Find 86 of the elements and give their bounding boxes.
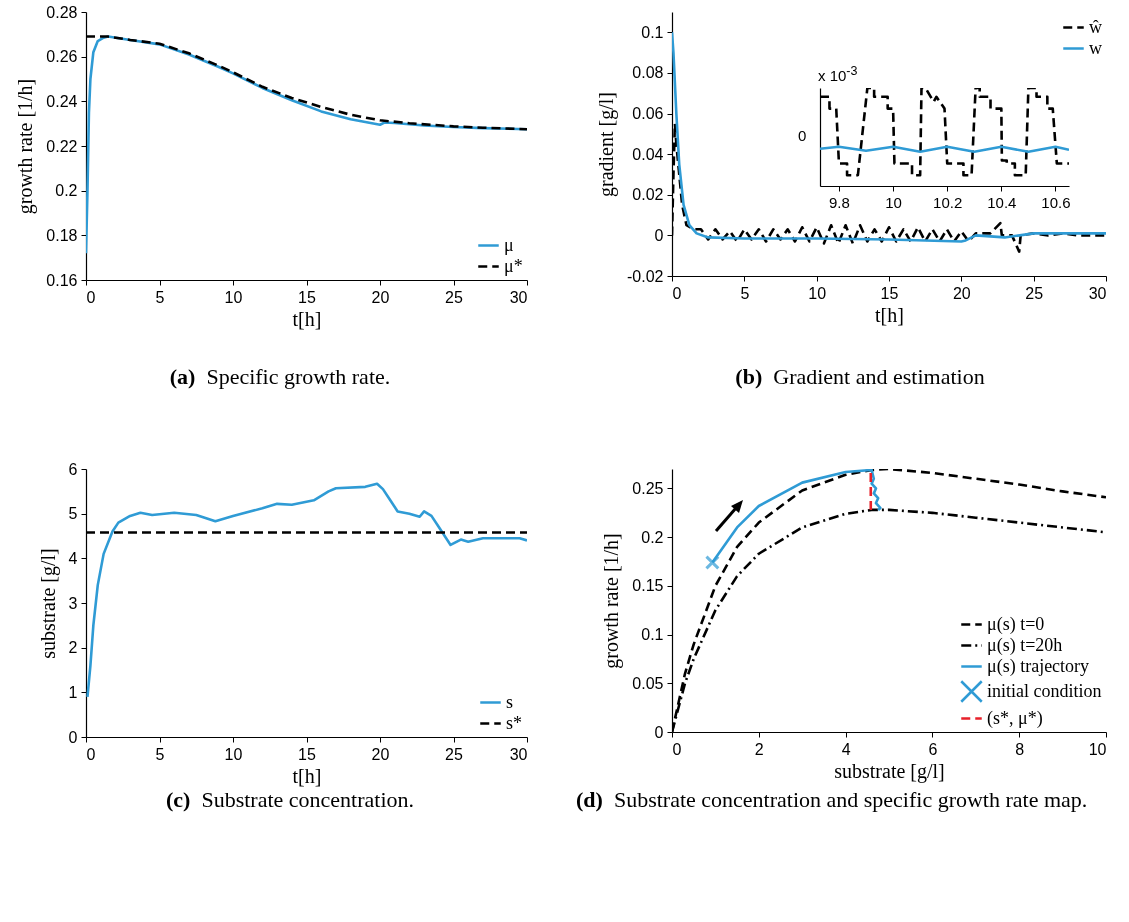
y-tick-label: 0 [654,226,664,244]
x-tick-label: 9.8 [829,193,850,211]
x-tick-label: 15 [880,284,899,302]
legend-label: μ* [504,255,523,276]
x-tick-label: 15 [298,745,316,763]
x-tick-label: 10 [224,745,243,763]
text: (b) Gradient and estimation [734,363,986,391]
x-tick-label: 10.4 [987,193,1017,211]
x-tick-label: 0 [86,288,96,306]
y-axis-title: growth rate [1/h] [14,78,38,215]
x-tick-label: 5 [740,284,750,302]
y-tick-label: 0.25 [632,479,664,497]
x-tick-label: 0 [86,745,96,763]
y-tick-label: 0.2 [641,528,664,546]
annotation: 0 [798,127,807,145]
x-tick-label: 25 [445,288,463,306]
x-tick-label: 20 [952,284,971,302]
x-tick-label: 2 [754,740,764,758]
y-tick-label: 0 [68,728,78,746]
y-tick-label: -0.02 [627,267,664,285]
y-tick-label: 3 [68,594,78,612]
x-tick-label: 5 [155,288,165,306]
y-tick-label: 0.22 [46,137,78,155]
x-axis-title: t[h] [292,307,322,330]
x-tick-label: 0 [672,284,682,302]
y-tick-label: 0.05 [632,674,664,692]
y-axis-title: growth rate [1/h] [600,533,624,669]
y-tick-label: 6 [68,460,78,478]
y-tick-label: 0.2 [55,182,78,200]
y-tick-label: 0.28 [46,3,78,21]
legend-label: s* [506,712,523,733]
y-tick-label: 0.16 [46,271,78,289]
x-axis-title: t[h] [292,764,322,787]
x-tick-label: 10 [224,288,243,306]
annotation: x 10$^{-3}$ [818,64,858,84]
text: (a) Specific growth rate. [168,363,392,391]
x-tick-label: 30 [509,288,528,306]
x-tick-label: 10 [1088,740,1107,758]
text: (c) Substrate concentration. [165,787,415,812]
legend-label: initial condition [987,680,1102,701]
x-tick-label: 25 [445,745,463,763]
y-tick-label: 0 [654,723,664,741]
x-tick-label: 6 [928,740,938,758]
y-tick-label: 0.18 [46,226,78,244]
x-tick-label: 30 [509,745,528,763]
legend-label: μ(s) t=20h [987,634,1063,656]
y-tick-label: 0.1 [641,626,664,644]
y-tick-label: 2 [68,639,78,657]
y-tick-label: 0.08 [632,64,664,82]
x-tick-label: 20 [371,288,390,306]
y-axis-title: gradient [g/l] [595,92,619,197]
x-tick-label: 10 [808,284,827,302]
y-tick-label: 0.15 [632,577,664,595]
y-tick-label: 0.04 [632,145,664,163]
y-tick-label: 0.24 [46,92,78,110]
y-tick-label: 0.06 [632,105,664,123]
text: (d) Substrate concentration and specific growth rate map. [576,787,1088,812]
legend-label: μ(s) t=0 [987,613,1045,635]
legend-label: ŵ [1089,16,1102,37]
y-tick-label: 0.1 [641,23,664,41]
y-tick-label: 1 [68,683,78,701]
x-tick-label: 10.6 [1041,193,1071,211]
x-tick-label: 20 [371,745,390,763]
x-tick-label: 5 [155,745,165,763]
y-tick-label: 0.02 [632,186,664,204]
legend-label: μ(s) trajectory [987,655,1090,677]
x-tick-label: 4 [841,740,851,758]
x-tick-label: 0 [672,740,682,758]
x-axis-title: substrate [g/l] [834,759,945,783]
legend-label: s [506,691,514,712]
x-tick-label: 30 [1088,284,1107,302]
x-tick-label: 10.2 [933,193,963,211]
y-tick-label: 5 [68,505,78,523]
legend-label: μ [504,234,514,255]
legend-label: (s*, μ*) [987,707,1043,729]
y-axis-title: substrate [g/l] [36,548,60,659]
x-tick-label: 8 [1015,740,1025,758]
x-tick-label: 10 [885,193,902,211]
line-series [672,31,1106,243]
x-axis-title: t[h] [875,303,904,326]
x-tick-label: 15 [298,288,316,306]
y-tick-label: 4 [68,549,78,567]
legend-label: w [1089,37,1102,58]
line-series [86,482,527,699]
x-tick-label: 25 [1025,284,1044,302]
y-tick-label: 0.26 [46,48,78,66]
